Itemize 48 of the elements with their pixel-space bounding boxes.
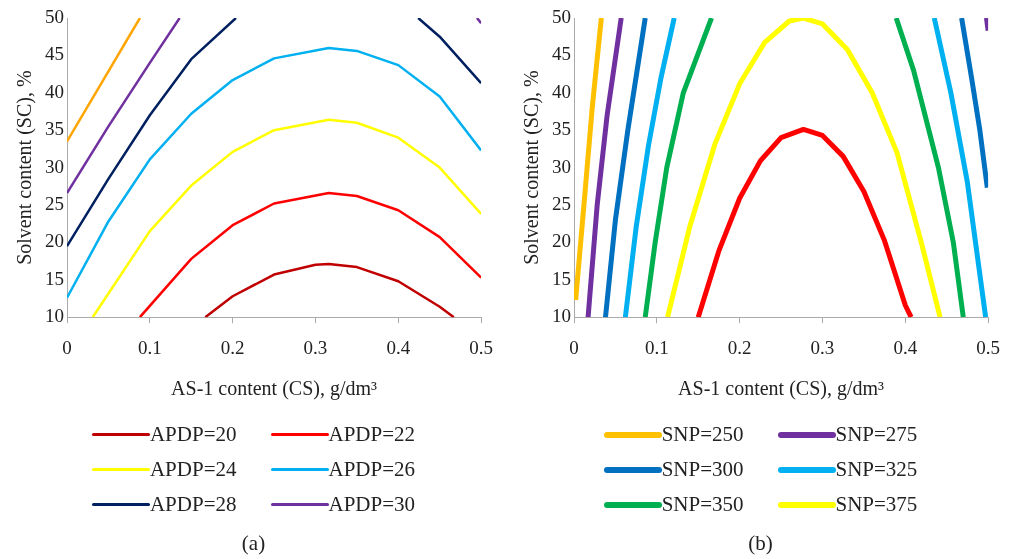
x-tick-label: 0.5 bbox=[976, 336, 1000, 358]
y-tick-label: 35 bbox=[45, 118, 64, 140]
y-tick-label: 50 bbox=[45, 5, 64, 27]
y-axis-title: Solvent content (SC), % bbox=[520, 70, 544, 265]
legend-label: APDP=26 bbox=[328, 457, 416, 482]
legend-label: APDP=24 bbox=[149, 457, 237, 482]
legend-label: APDP=22 bbox=[328, 422, 416, 447]
x-axis-title: AS-1 content (CS), g/dm³ bbox=[678, 377, 885, 401]
y-tick-label: 25 bbox=[45, 192, 64, 214]
x-tick-label: 0 bbox=[569, 336, 579, 358]
legend-label: SNP=375 bbox=[835, 492, 918, 517]
x-tick-label: 0.4 bbox=[386, 336, 411, 358]
x-tick-label: 0 bbox=[62, 336, 72, 358]
y-tick-label: 25 bbox=[552, 192, 571, 214]
y-axis-title: Solvent content (SC), % bbox=[13, 70, 37, 265]
legend-label: APDP=28 bbox=[149, 492, 237, 517]
y-tick-label: 20 bbox=[45, 230, 64, 252]
y-tick-label: 40 bbox=[552, 80, 571, 102]
legend-label: SNP=325 bbox=[835, 457, 918, 482]
text: (b) bbox=[747, 531, 774, 556]
x-tick-label: 0.2 bbox=[220, 336, 245, 358]
legend-label: SNP=350 bbox=[661, 492, 744, 517]
legend-label: APDP=20 bbox=[149, 422, 237, 447]
y-tick-label: 10 bbox=[552, 305, 571, 327]
y-tick-label: 35 bbox=[552, 118, 571, 140]
y-tick-label: 30 bbox=[45, 155, 64, 177]
y-tick-label: 50 bbox=[552, 5, 571, 27]
y-tick-label: 45 bbox=[552, 43, 571, 65]
legend-label: APDP=30 bbox=[328, 492, 416, 517]
y-tick-label: 10 bbox=[45, 305, 64, 327]
y-tick-label: 30 bbox=[552, 155, 571, 177]
x-tick-label: 0.3 bbox=[810, 336, 835, 358]
y-tick-label: 45 bbox=[45, 43, 64, 65]
legend-label: SNP=275 bbox=[835, 422, 918, 447]
y-tick-label: 15 bbox=[552, 267, 571, 289]
y-tick-label: 15 bbox=[45, 267, 64, 289]
text: (a) bbox=[240, 531, 267, 556]
x-tick-label: 0.4 bbox=[893, 336, 918, 358]
y-tick-label: 40 bbox=[45, 80, 64, 102]
x-tick-label: 0.2 bbox=[727, 336, 752, 358]
x-tick-label: 0.1 bbox=[137, 336, 162, 358]
x-tick-label: 0.1 bbox=[644, 336, 669, 358]
y-tick-label: 20 bbox=[552, 230, 571, 252]
x-tick-label: 0.5 bbox=[469, 336, 493, 358]
legend-label: SNP=300 bbox=[661, 457, 744, 482]
x-axis-title: AS-1 content (CS), g/dm³ bbox=[171, 377, 378, 401]
legend-label: SNP=250 bbox=[661, 422, 744, 447]
x-tick-label: 0.3 bbox=[303, 336, 328, 358]
